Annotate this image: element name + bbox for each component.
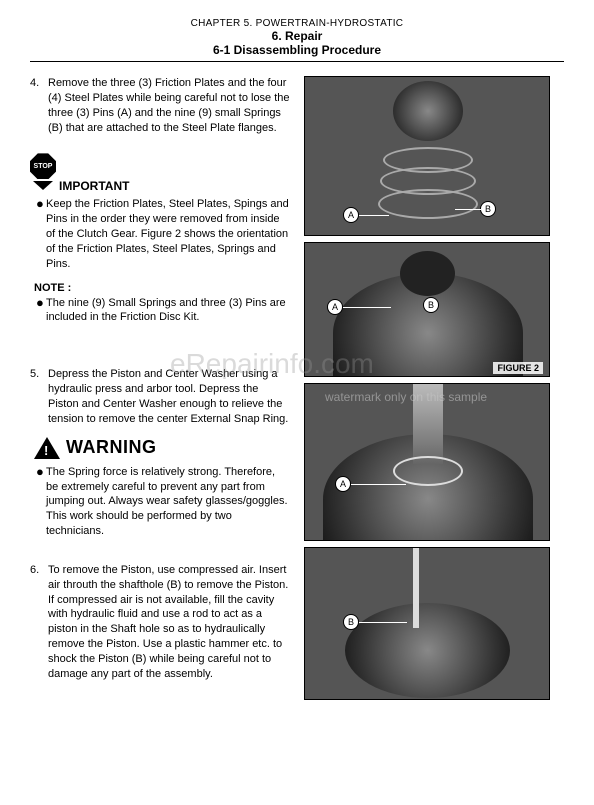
warning-text: The Spring force is relatively strong. T… <box>46 465 290 539</box>
figure-label: FIGURE 2 <box>493 362 543 374</box>
content-columns: 4. Remove the three (3) Friction Plates … <box>30 76 564 706</box>
callout-a: A <box>335 476 351 492</box>
arbor-graphic <box>413 384 443 464</box>
step-number: 6. <box>30 563 48 682</box>
figure-2: A B FIGURE 2 <box>304 242 550 377</box>
callout-a: A <box>327 299 343 315</box>
section-line: 6. Repair <box>30 29 564 43</box>
stop-icon: STOP <box>30 153 56 179</box>
ring-graphic <box>393 456 463 486</box>
callout-line <box>359 622 407 623</box>
bullet-icon: ● <box>36 296 46 326</box>
chapter-line: CHAPTER 5. POWERTRAIN-HYDROSTATIC <box>30 18 564 29</box>
callout-line <box>343 307 391 308</box>
warning-bullet: ● The Spring force is relatively strong.… <box>36 465 290 539</box>
figure-4: B <box>304 547 550 700</box>
note-bullet: ● The nine (9) Small Springs and three (… <box>36 296 290 326</box>
figure-column: A B A B FIGURE 2 A watermark only on thi… <box>304 76 554 706</box>
important-label: IMPORTANT <box>59 179 129 193</box>
watermark-sub: watermark only on this sample <box>325 390 487 404</box>
step-text: Depress the Piston and Center Washer usi… <box>48 367 290 426</box>
page: CHAPTER 5. POWERTRAIN-HYDROSTATIC 6. Rep… <box>0 0 594 726</box>
step-5: 5. Depress the Piston and Center Washer … <box>30 367 290 426</box>
gear-graphic <box>393 81 463 141</box>
gear-graphic <box>345 603 510 698</box>
callout-a: A <box>343 207 359 223</box>
note-label: NOTE : <box>34 282 290 294</box>
important-bullet: ● Keep the Friction Plates, Steel Plates… <box>36 197 290 271</box>
callout-b: B <box>343 614 359 630</box>
page-header: CHAPTER 5. POWERTRAIN-HYDROSTATIC 6. Rep… <box>30 18 564 62</box>
stop-badge: STOP IMPORTANT <box>30 153 129 193</box>
step-number: 5. <box>30 367 48 426</box>
figure-3: A watermark only on this sample <box>304 383 550 541</box>
stop-label: STOP <box>34 163 53 170</box>
down-triangle-icon <box>33 181 53 190</box>
callout-line <box>359 215 389 216</box>
step-number: 4. <box>30 76 48 135</box>
callout-line <box>351 484 406 485</box>
warning-label: WARNING <box>66 437 157 458</box>
subsection-line: 6-1 Disassembling Procedure <box>30 43 564 57</box>
bullet-icon: ● <box>36 465 46 539</box>
rod-graphic <box>413 548 419 628</box>
ring-graphic <box>378 189 478 219</box>
important-text: Keep the Friction Plates, Steel Plates, … <box>46 197 290 271</box>
callout-line <box>455 209 481 210</box>
callout-b: B <box>423 297 439 313</box>
note-text: The nine (9) Small Springs and three (3)… <box>46 296 290 326</box>
callout-b: B <box>480 201 496 217</box>
stop-important-block: STOP IMPORTANT ● Keep the Friction Plate… <box>30 145 290 271</box>
step-4: 4. Remove the three (3) Friction Plates … <box>30 76 290 135</box>
warning-heading: WARNING <box>34 437 290 459</box>
text-column: 4. Remove the three (3) Friction Plates … <box>30 76 290 706</box>
hole-graphic <box>400 251 455 296</box>
step-6: 6. To remove the Piston, use compressed … <box>30 563 290 682</box>
bullet-icon: ● <box>36 197 46 271</box>
step-text: Remove the three (3) Friction Plates and… <box>48 76 290 135</box>
step-text: To remove the Piston, use compressed air… <box>48 563 290 682</box>
figure-1: A B <box>304 76 550 236</box>
warning-icon <box>34 437 60 459</box>
